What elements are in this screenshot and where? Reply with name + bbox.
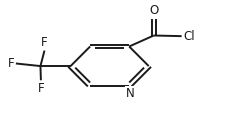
Text: F: F <box>41 36 47 49</box>
Text: Cl: Cl <box>183 30 194 43</box>
Text: F: F <box>37 82 44 95</box>
Text: N: N <box>125 87 134 100</box>
Text: F: F <box>7 57 14 70</box>
Text: O: O <box>148 4 158 17</box>
